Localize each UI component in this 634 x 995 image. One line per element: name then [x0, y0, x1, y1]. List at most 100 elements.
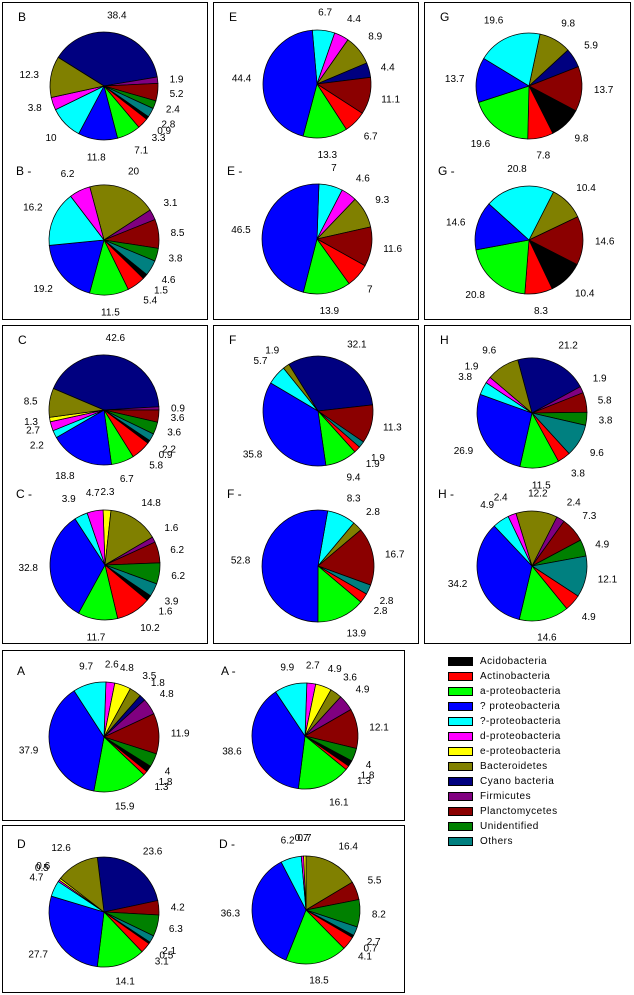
slice-label-D--e_proteobacteria: 0.7 — [298, 833, 312, 844]
slice-label-D--b_proteobacteria: 6.2 — [281, 836, 295, 847]
pie-slice-C-bacteroidetes — [48, 388, 106, 418]
slice-label-D--others: 2.7 — [367, 937, 381, 948]
slice-label-G--planctomycetes: 14.6 — [595, 236, 615, 247]
panel-G: G 9.8 5.9 13.7 9.8 7.8 19.6 13.7 19.6 G - 10.4 14.6… — [424, 2, 631, 320]
slice-label-B--firmicutes: 3.1 — [164, 198, 178, 209]
legend-item-bacteroidetes: Bacteroidetes — [448, 761, 561, 772]
slice-label-E-actinobacteria: 6.7 — [364, 132, 378, 143]
slice-label-B-actinobacteria: 3.3 — [152, 133, 166, 144]
slice-label-F-others: 1.9 — [371, 453, 385, 464]
slice-label-B--unidentified: 3.8 — [169, 254, 183, 265]
slice-label-A--b_proteobacteria: 9.9 — [280, 663, 294, 674]
pie-slice-H-g_proteobacteria — [476, 393, 533, 468]
panel-A: A 2.6 4.8 3.5 1.8 4.8 11.9 4 1.8 1.3 15.9 37.9 9.7 A … — [2, 650, 405, 821]
panel-F: F 32.1 11.3 1.9 1.9 9.4 35.8 5.7 1.9 F -8.3 2.8 16.… — [213, 325, 419, 644]
slice-label-D--d_proteobacteria: 0.7 — [295, 833, 309, 844]
slice-label-A-b_proteobacteria: 9.7 — [79, 661, 93, 672]
pie-slice-C--g_proteobacteria — [49, 518, 106, 614]
panel-letter-A-: A - — [221, 664, 236, 678]
panel-H: H 21.2 1.9 5.8 3.8 9.6 3.8 11.5 26.9 3.8 1.9 9.6 H -… — [424, 325, 631, 644]
legend-swatch-actinobacteria — [448, 671, 473, 681]
slice-label-H--a_proteobacteria: 14.6 — [537, 632, 557, 643]
slice-label-C--actinobacteria: 10.2 — [140, 623, 160, 634]
pie-slice-F--g_proteobacteria — [261, 509, 329, 623]
slice-label-C--g_proteobacteria: 32.8 — [19, 563, 39, 574]
slice-label-H--planctomycetes: 7.3 — [582, 511, 596, 522]
slice-label-D--a_proteobacteria: 18.5 — [309, 976, 329, 987]
slice-label-A-a_proteobacteria: 15.9 — [115, 802, 135, 813]
pie-slice-E--g_proteobacteria — [261, 183, 320, 293]
panel-letter-F: F — [229, 333, 236, 347]
panel-letter-E-: E - — [227, 164, 242, 178]
slice-label-H-others: 9.6 — [590, 448, 604, 459]
slice-label-A-unidentified: 4 — [165, 766, 171, 777]
pie-slice-G--planctomycetes — [528, 216, 584, 266]
panel-letter-C: C — [18, 333, 27, 347]
legend-item-g_proteobacteria: ? proteobacteria — [448, 701, 561, 712]
slice-label-B-planctomycetes: 5.2 — [170, 89, 184, 100]
slice-label-H--actinobacteria: 4.9 — [582, 612, 596, 623]
legend-item-cyanobacteria: Cyano bacteria — [448, 775, 561, 787]
slice-label-G-acidobacteria: 9.8 — [575, 133, 589, 144]
slice-label-B--bacteroidetes: 20 — [128, 167, 140, 178]
legend-swatch-acidobacteria — [448, 656, 473, 666]
slice-label-B-acidobacteria: 0.9 — [157, 126, 171, 137]
slice-label-C--planctomycetes: 6.2 — [170, 545, 184, 556]
slice-label-G-bacteroidetes: 9.8 — [561, 19, 575, 30]
slice-label-F--bacteroidetes: 2.8 — [366, 507, 380, 518]
slice-label-H-d_proteobacteria: 1.9 — [465, 362, 479, 373]
slice-label-F--g_proteobacteria: 52.8 — [231, 556, 251, 567]
pie-slice-G--a_proteobacteria — [475, 239, 530, 295]
slice-label-D--planctomycetes: 5.5 — [368, 875, 382, 886]
slice-label-D-d_proteobacteria: 0.5 — [35, 863, 49, 874]
pie-slice-E-g_proteobacteria — [262, 29, 318, 137]
pie-slice-D--bacteroidetes — [305, 855, 353, 911]
slice-label-E--a_proteobacteria: 13.9 — [320, 306, 340, 317]
panel-letter-A: A — [17, 664, 25, 678]
slice-label-E-a_proteobacteria: 13.3 — [318, 150, 338, 161]
pie-slice-B--b_proteobacteria — [48, 195, 105, 246]
legend-label-actinobacteria: Actinobacteria — [480, 670, 551, 682]
slice-label-F-g_proteobacteria: 35.8 — [243, 449, 263, 460]
legend-label-acidobacteria: Acidobacteria — [480, 655, 548, 667]
pie-slice-A--a_proteobacteria — [297, 735, 347, 790]
slice-label-B--a_proteobacteria: 11.5 — [101, 308, 120, 319]
slice-label-D--bacteroidetes: 16.4 — [339, 842, 359, 853]
pie-slice-F-bacteroidetes — [282, 363, 319, 412]
slice-label-H--firmicutes: 2.4 — [567, 498, 581, 509]
slice-label-A-e_proteobacteria: 4.8 — [120, 663, 134, 674]
pie-slice-B--d_proteobacteria — [70, 186, 105, 241]
slice-label-B-bacteroidetes: 12.3 — [20, 70, 40, 81]
pie-slice-C--bacteroidetes — [104, 509, 153, 566]
slice-label-A--g_proteobacteria: 38.6 — [222, 746, 242, 757]
slice-label-A-cyanobacteria: 1.8 — [151, 678, 165, 689]
slice-label-B-others: 2.8 — [161, 120, 175, 131]
slice-label-C-acidobacteria: 0.9 — [159, 450, 173, 461]
pie-slice-A--g_proteobacteria — [251, 691, 306, 789]
panel-letter-D: D — [17, 837, 26, 851]
pie-slice-D--g_proteobacteria — [251, 861, 307, 961]
legend-swatch-e_proteobacteria — [448, 746, 473, 756]
slice-label-C-d_proteobacteria: 2.7 — [26, 425, 40, 436]
slice-label-A-d_proteobacteria: 2.6 — [105, 660, 119, 671]
pie-slice-B-bacteroidetes — [49, 56, 105, 98]
pie-slice-F-g_proteobacteria — [262, 382, 327, 467]
slice-label-C--acidobacteria: 1.6 — [159, 606, 173, 617]
pie-slice-G-a_proteobacteria — [478, 85, 530, 140]
legend-item-planctomycetes: Planctomycetes — [448, 806, 561, 817]
slice-label-E-g_proteobacteria: 44.4 — [232, 74, 252, 85]
slice-label-C--e_proteobacteria: 2.3 — [101, 487, 115, 498]
slice-label-G--g_proteobacteria: 14.6 — [446, 218, 466, 229]
slice-label-E-cyanobacteria: 4.4 — [381, 62, 395, 73]
slice-label-D-g_proteobacteria: 27.7 — [28, 950, 48, 961]
slice-label-H-bacteroidetes: 9.6 — [482, 345, 496, 356]
panel-letter-C-: C - — [16, 487, 32, 501]
slice-label-E-b_proteobacteria: 6.7 — [318, 8, 332, 19]
slice-label-H-g_proteobacteria: 26.9 — [454, 446, 474, 457]
slice-label-D-cyanobacteria: 23.6 — [143, 846, 163, 857]
slice-label-C-planctomycetes: 3.6 — [171, 413, 185, 424]
legend-label-cyanobacteria: Cyano bacteria — [480, 775, 555, 787]
slice-label-A--e_proteobacteria: 4.9 — [328, 664, 342, 675]
slice-label-H-b_proteobacteria: 3.8 — [458, 372, 472, 383]
slice-label-H-firmicutes: 1.9 — [593, 374, 607, 385]
